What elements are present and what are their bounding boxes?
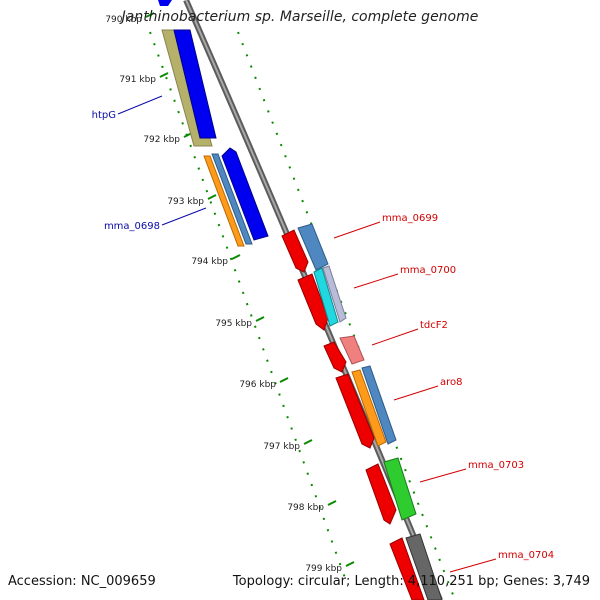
gene-label-leader — [449, 558, 497, 573]
gene-label[interactable]: htpG — [92, 110, 116, 121]
gene-label[interactable]: mma_0704 — [498, 550, 554, 561]
scale-tick-mark — [255, 316, 265, 322]
scale-tick-label: 791 kbp — [119, 75, 156, 85]
gene-blue-feature-1 — [173, 29, 217, 139]
scale-tick-mark — [207, 194, 217, 200]
scale-tick-label: 796 kbp — [239, 380, 276, 390]
scale-tick-mark — [279, 377, 289, 383]
gene-mma0700-feature-cyan — [313, 267, 339, 327]
gene-label[interactable]: mma_0699 — [382, 213, 438, 224]
scale-tick-label: 790 kbp — [105, 15, 142, 25]
gene-mma0703-feature-red — [365, 463, 397, 525]
scale-tick-mark — [327, 500, 337, 506]
gene-label-leader — [161, 207, 207, 226]
gene-mma0700-feature-lavender — [322, 265, 347, 323]
gene-blue-feature-top — [158, 0, 172, 6]
scale-tick-label: 794 kbp — [191, 257, 228, 267]
inner-tick-ring — [237, 31, 456, 600]
gene-label-leader — [393, 385, 439, 401]
scale-tick-label: 799 kbp — [305, 564, 342, 574]
gene-label-leader — [333, 221, 381, 239]
gene-mma0699-feature-steelblue — [297, 223, 329, 271]
scale-tick-label: 798 kbp — [287, 503, 324, 513]
gene-mma0703-feature-green — [383, 457, 417, 521]
gene-label[interactable]: tdcF2 — [420, 320, 448, 331]
gene-label[interactable]: mma_0703 — [468, 460, 524, 471]
accession-text: Accession: NC_009659 — [8, 574, 156, 589]
gene-blue-feature-2 — [221, 147, 269, 241]
gene-labels: htpG mma_0698 mma_0699 mma_0700 tdcF2 aro8 mma… — [92, 95, 554, 573]
gene-tdcF2-feature-pink — [339, 335, 365, 365]
gene-mma0704-feature-red — [389, 537, 425, 600]
gene-label[interactable]: aro8 — [440, 377, 463, 388]
genome-summary-text: Topology: circular; Length: 4,110,251 bp… — [232, 574, 590, 589]
gene-mma0699-feature-red — [281, 229, 309, 273]
scale-tick-mark — [231, 254, 241, 260]
gene-label[interactable]: mma_0698 — [104, 221, 160, 232]
gene-mma0698-feature-orange — [203, 155, 245, 247]
gene-aro8-feature-orange — [351, 369, 387, 447]
gene-tdcF2-feature-red — [323, 341, 347, 373]
gene-mma0700-feature-red — [297, 273, 329, 331]
scale-tick-mark — [145, 12, 155, 18]
scale-tick-label: 792 kbp — [143, 135, 180, 145]
scale-tick-mark — [303, 439, 313, 445]
genome-title: Janthinobacterium sp. Marseille, complet… — [121, 9, 479, 25]
gene-label-leader — [117, 95, 163, 115]
scale-ticks: 790 kbp 791 kbp 792 kbp 793 kbp 794 kbp 795 k… — [105, 12, 355, 574]
scale-tick-label: 797 kbp — [263, 442, 300, 452]
gene-label-leader — [419, 468, 467, 483]
scale-tick-mark — [345, 561, 355, 567]
scale-tick-label: 795 kbp — [215, 319, 252, 329]
outer-tick-ring — [149, 31, 346, 579]
gene-label-leader — [371, 328, 419, 346]
scale-tick-label: 793 kbp — [167, 197, 204, 207]
gene-aro8-feature-steelblue — [361, 365, 397, 445]
gene-mma0704-feature-darkgray — [405, 533, 443, 600]
gene-aro8-feature-red — [335, 373, 375, 449]
scale-tick-mark — [159, 72, 169, 78]
gene-label-leader — [353, 273, 399, 289]
gene-mma0698-feature-steelblue — [211, 153, 253, 245]
gene-label[interactable]: mma_0700 — [400, 265, 456, 276]
